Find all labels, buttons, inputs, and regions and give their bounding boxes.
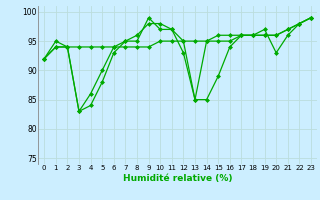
X-axis label: Humidité relative (%): Humidité relative (%) xyxy=(123,174,232,183)
